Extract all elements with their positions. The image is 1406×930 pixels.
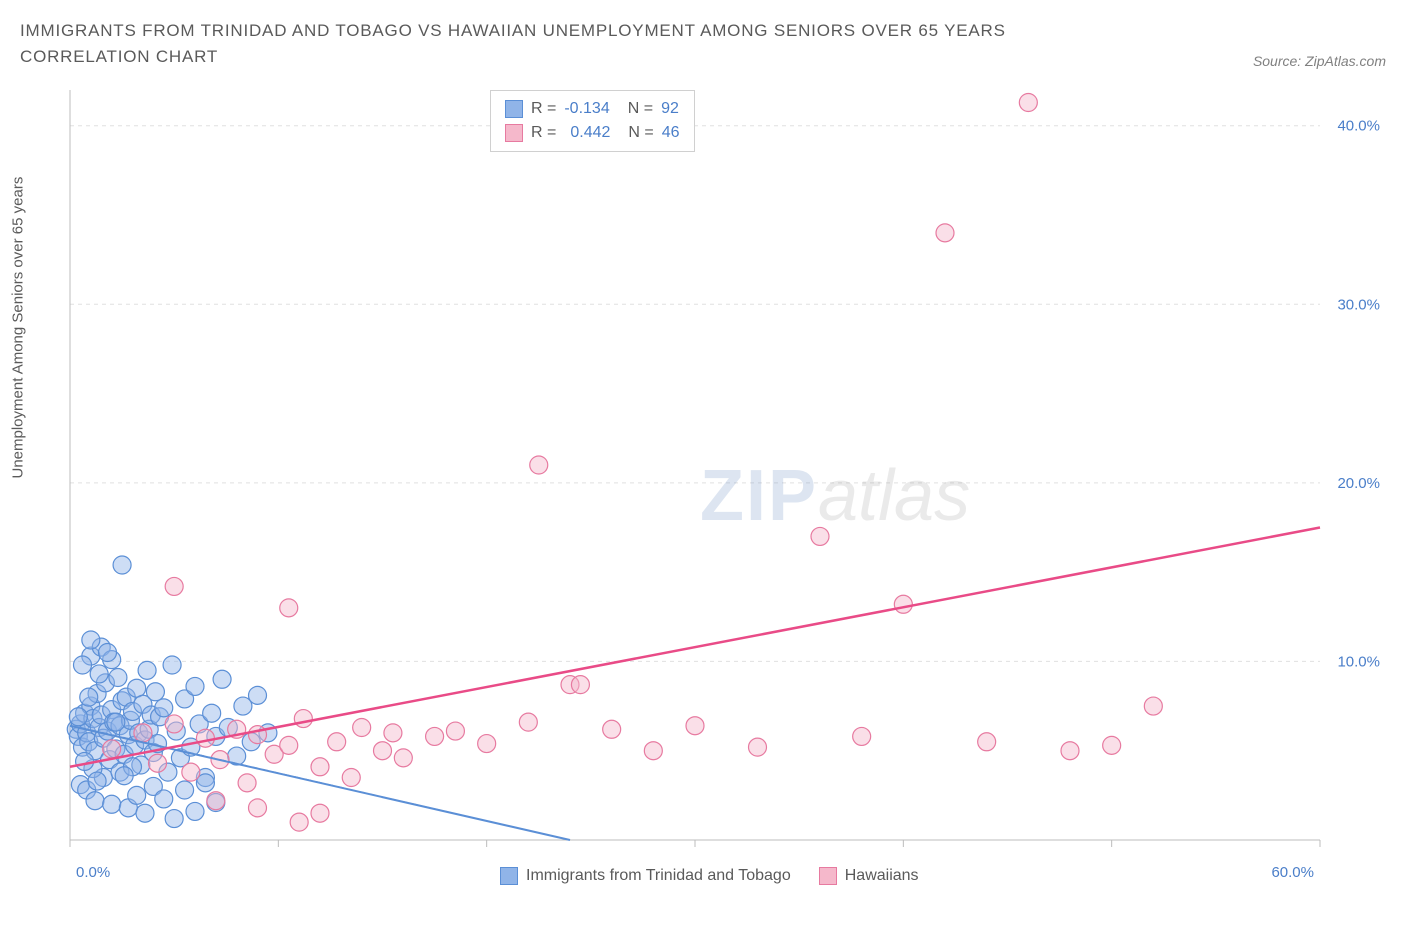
svg-text:30.0%: 30.0% <box>1337 296 1380 313</box>
r-value-0: -0.134 <box>564 97 609 121</box>
legend-row-series-1: R = 0.442 N = 46 <box>505 121 680 145</box>
source-attribution: Source: ZipAtlas.com <box>1253 18 1386 69</box>
chart-title: IMMIGRANTS FROM TRINIDAD AND TOBAGO VS H… <box>20 18 1120 69</box>
x-axis-legend: Immigrants from Trinidad and Tobago Hawai… <box>500 867 919 885</box>
scatter-plot: 10.0% 20.0% 30.0% 40.0% 0.0% 60.0% <box>60 85 1390 885</box>
svg-text:20.0%: 20.0% <box>1337 475 1380 492</box>
legend-swatch-0 <box>505 100 523 118</box>
legend-swatch <box>819 867 837 885</box>
n-value-1: 46 <box>662 121 680 145</box>
legend-swatch <box>500 867 518 885</box>
svg-text:10.0%: 10.0% <box>1337 653 1380 670</box>
n-value-0: 92 <box>661 97 679 121</box>
svg-text:40.0%: 40.0% <box>1337 118 1380 135</box>
svg-text:60.0%: 60.0% <box>1271 864 1314 881</box>
correlation-legend: R = -0.134 N = 92 R = 0.442 N = 46 <box>490 90 695 152</box>
legend-row-series-0: R = -0.134 N = 92 <box>505 97 680 121</box>
legend-item: Immigrants from Trinidad and Tobago <box>500 867 791 885</box>
chart-header: IMMIGRANTS FROM TRINIDAD AND TOBAGO VS H… <box>0 0 1406 69</box>
chart-area: 10.0% 20.0% 30.0% 40.0% 0.0% 60.0% R = -0.134… <box>60 85 1390 885</box>
y-axis-label: Unemployment Among Seniors over 65 years <box>10 177 27 479</box>
legend-label: Immigrants from Trinidad and Tobago <box>526 867 791 885</box>
svg-text:0.0%: 0.0% <box>76 864 110 881</box>
legend-swatch-1 <box>505 124 523 142</box>
legend-label: Hawaiians <box>845 867 919 885</box>
legend-item: Hawaiians <box>819 867 919 885</box>
r-value-1: 0.442 <box>570 121 610 145</box>
